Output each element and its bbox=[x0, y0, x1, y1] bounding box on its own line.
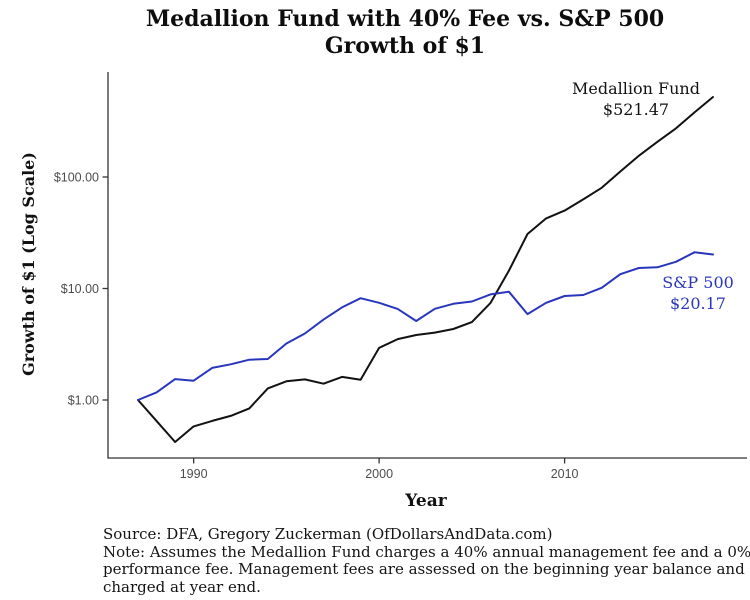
medallion-fund-label: Medallion Fund bbox=[572, 79, 700, 98]
x-tick-label: 2010 bbox=[551, 467, 579, 481]
y-tick-label: $10.00 bbox=[61, 282, 99, 296]
sp500-label: S&P 500 bbox=[662, 273, 734, 292]
medallion-fund-annotation: Medallion Fund $521.47 bbox=[536, 78, 736, 120]
axis-spines bbox=[107, 72, 747, 459]
note-line-3: charged at year end. bbox=[103, 577, 261, 596]
sp500-value: $20.17 bbox=[670, 294, 726, 313]
x-tick-label: 1990 bbox=[180, 467, 208, 481]
chart-title-line1: Medallion Fund with 40% Fee vs. S&P 500 bbox=[145, 6, 665, 32]
medallion-fund-line bbox=[137, 96, 714, 443]
chart-title: Medallion Fund with 40% Fee vs. S&P 500 … bbox=[55, 6, 750, 60]
sp500-annotation: S&P 500 $20.17 bbox=[618, 272, 750, 314]
source-line: Source: DFA, Gregory Zuckerman (OfDollar… bbox=[103, 525, 553, 543]
y-tick-label: $100.00 bbox=[54, 171, 99, 185]
x-axis-title: Year bbox=[405, 491, 447, 511]
sp500-line bbox=[137, 251, 714, 401]
source-note: Source: DFA, Gregory Zuckerman (OfDollar… bbox=[103, 525, 750, 596]
y-tick-label: $1.00 bbox=[68, 394, 99, 408]
note-line-2: performance fee. Management fees are ass… bbox=[103, 560, 745, 578]
note-line-1: Note: Assumes the Medallion Fund charges… bbox=[103, 542, 750, 561]
chart-title-line2: Growth of $1 bbox=[324, 33, 486, 59]
x-tick-label: 2000 bbox=[365, 467, 393, 481]
medallion-fund-value: $521.47 bbox=[602, 100, 670, 119]
